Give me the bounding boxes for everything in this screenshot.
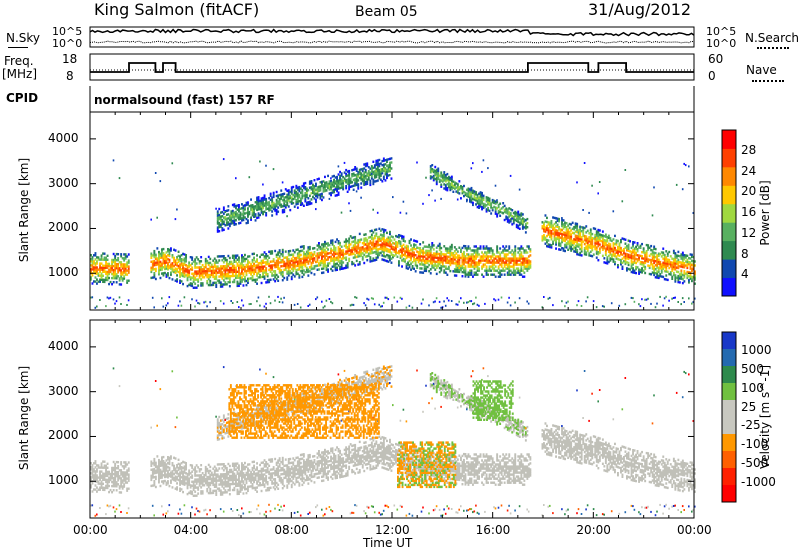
power-colorbar-swatch — [722, 130, 736, 149]
power-colorbar-tick: 12 — [741, 225, 757, 240]
freq-tick-low: 8 — [66, 69, 74, 83]
velocity-colorbar-swatch — [722, 366, 736, 384]
noise-tick-low-left: 10^0 — [52, 37, 83, 50]
power-colorbar-tick: 4 — [741, 267, 749, 282]
station-title: King Salmon (fitACF) — [94, 0, 260, 19]
power-panel — [89, 111, 696, 311]
velocity-colorbar-swatch — [722, 417, 736, 435]
cpid-panel — [89, 86, 695, 112]
power-y-tick-label: 2000 — [48, 220, 79, 235]
x-tick-label: 08:00 — [274, 523, 309, 537]
velocity-colorbar-swatch — [722, 468, 736, 486]
velocity-data-cells — [90, 365, 696, 517]
velocity-colorbar-tick: -1000 — [741, 475, 776, 490]
velocity-colorbar-swatch — [722, 485, 736, 503]
nave-tick-low: 0 — [708, 69, 716, 83]
velocity-colorbar-swatch — [722, 332, 736, 350]
x-tick-label: 16:00 — [475, 523, 511, 537]
x-tick-label: 20:00 — [576, 523, 611, 537]
nave-label: Nave — [746, 63, 777, 77]
power-y-tick-label: 4000 — [48, 130, 79, 145]
nsearch-legend-line — [757, 47, 789, 49]
noise-panel — [89, 26, 695, 48]
power-colorbar-swatch — [722, 148, 736, 168]
power-colorbar-swatch — [722, 166, 736, 186]
noise-tick-high-right: 10^5 — [706, 25, 737, 38]
velocity-colorbar-swatch — [722, 451, 736, 469]
x-tick-label: 04:00 — [173, 523, 209, 537]
velocity-colorbar-swatch — [722, 400, 736, 418]
velocity-colorbar-tick: 25 — [741, 399, 757, 414]
cpid-text: normalsound (fast) 157 RF — [94, 93, 275, 107]
nsky-legend-line — [8, 47, 28, 48]
x-axis-label: Time UT — [363, 536, 413, 550]
noise-tick-low-right: 10^0 — [706, 37, 737, 50]
frequency-panel — [89, 53, 695, 81]
velocity-colorbar-tick: 500 — [741, 361, 764, 376]
velocity-y-axis-label: Slant Range [km] — [17, 365, 31, 471]
power-colorbar-tick: 28 — [741, 142, 757, 157]
velocity-colorbar-tick: 1000 — [741, 342, 772, 357]
x-tick-label: 12:00 — [375, 523, 410, 537]
power-y-tick-label: 3000 — [48, 175, 79, 190]
power-colorbar-swatch — [722, 259, 736, 278]
power-colorbar-tick: 8 — [741, 246, 749, 261]
x-tick-label: 00:00 — [73, 523, 108, 537]
freq-tick-high: 18 — [62, 52, 78, 66]
freq-label: Freq. — [4, 54, 34, 68]
velocity-y-tick-label: 2000 — [48, 428, 79, 443]
power-x-ticks — [89, 112, 695, 310]
nsearch-label: N.Search — [745, 31, 800, 45]
power-colorbar-label: Power [dB] — [758, 180, 772, 246]
power-colorbar-swatch — [722, 222, 736, 242]
velocity-panel — [89, 319, 696, 519]
velocity-colorbar-swatch — [722, 383, 736, 401]
noise-tick-high-left: 10^5 — [52, 25, 83, 38]
power-colorbar-swatch — [722, 185, 736, 205]
velocity-colorbar — [721, 331, 737, 503]
velocity-colorbar-tick: -25 — [741, 418, 761, 433]
date-title: 31/Aug/2012 — [588, 0, 692, 19]
power-colorbar-tick: 24 — [741, 163, 757, 178]
power-colorbar-tick: 16 — [741, 205, 757, 219]
cpid-label: CPID — [6, 91, 39, 105]
power-colorbar-swatch — [722, 240, 736, 260]
velocity-colorbar-tick: -100 — [741, 437, 769, 452]
power-y-ticks — [90, 138, 694, 274]
freq-unit-label: [MHz] — [2, 67, 38, 81]
velocity-colorbar-tick: -500 — [741, 456, 769, 471]
power-colorbar-swatch — [722, 203, 736, 223]
velocity-colorbar-tick: 100 — [741, 380, 764, 395]
nsky-label: N.Sky — [6, 31, 41, 45]
velocity-y-tick-label: 3000 — [48, 383, 79, 398]
velocity-y-ticks — [90, 346, 694, 482]
x-tick-label: 00:00 — [677, 523, 712, 537]
beam-title: Beam 05 — [355, 4, 418, 20]
power-data-cells — [90, 157, 696, 309]
velocity-x-ticks — [89, 320, 695, 518]
power-y-axis-label: Slant Range [km] — [17, 157, 31, 263]
velocity-y-tick-label: 4000 — [48, 338, 79, 353]
search-noise-line — [89, 40, 695, 44]
power-colorbar — [721, 129, 737, 297]
velocity-y-tick-label: 1000 — [48, 473, 79, 488]
power-colorbar-tick: 20 — [741, 184, 757, 199]
velocity-colorbar-swatch — [722, 434, 736, 452]
nave-legend-line — [752, 80, 784, 82]
power-y-tick-label: 1000 — [48, 265, 79, 280]
sky-noise-line — [89, 28, 695, 37]
velocity-colorbar-swatch — [722, 349, 736, 367]
nave-tick-high: 60 — [708, 52, 724, 66]
power-colorbar-swatch — [722, 277, 736, 297]
frequency-line — [90, 62, 694, 73]
